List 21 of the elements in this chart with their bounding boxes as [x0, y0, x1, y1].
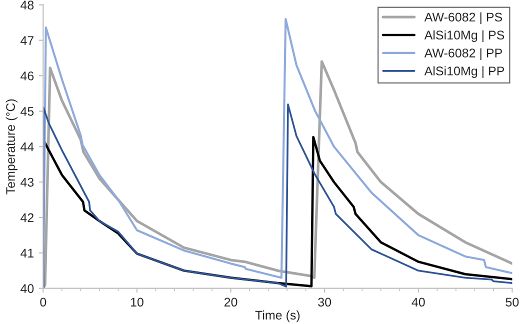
y-axis-title: Temperature (°C): [6, 99, 18, 194]
y-tick-label: 41: [20, 248, 34, 258]
y-tick-label: 45: [20, 107, 34, 116]
y-tick-label: 43: [20, 178, 34, 187]
legend-label: AW-6082 | PP: [424, 48, 502, 60]
y-tick-label: 46: [20, 72, 34, 80]
y-tick-label: 44: [20, 142, 34, 152]
legend-label: AlSi10Mg | PP: [424, 66, 504, 78]
x-tick-label: 40: [412, 298, 425, 307]
legend-label: AlSi10Mg | PS: [424, 30, 504, 42]
x-tick-label: 30: [318, 298, 332, 307]
y-tick-label: 42: [20, 213, 34, 222]
x-tick-label: 50: [506, 298, 519, 307]
x-tick-label: 20: [224, 298, 238, 307]
y-tick-label: 40: [20, 284, 34, 294]
y-tick-label: 48: [20, 0, 34, 10]
x-tick-label: 10: [130, 298, 144, 307]
x-tick-label: 0: [40, 298, 46, 307]
x-axis-title: Time (s): [255, 310, 300, 322]
legend-label: AW-6082 | PS: [424, 12, 502, 24]
y-tick-label: 47: [20, 36, 34, 45]
